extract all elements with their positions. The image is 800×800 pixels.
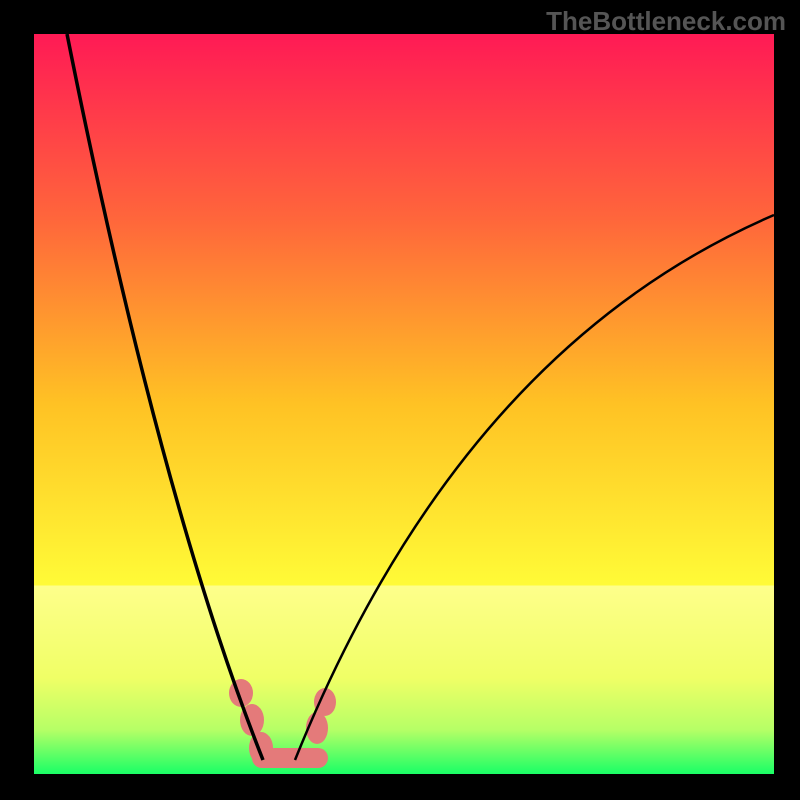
watermark-text: TheBottleneck.com bbox=[546, 6, 786, 37]
chart-container: TheBottleneck.com bbox=[0, 0, 800, 800]
plot-gradient-background bbox=[34, 34, 774, 774]
